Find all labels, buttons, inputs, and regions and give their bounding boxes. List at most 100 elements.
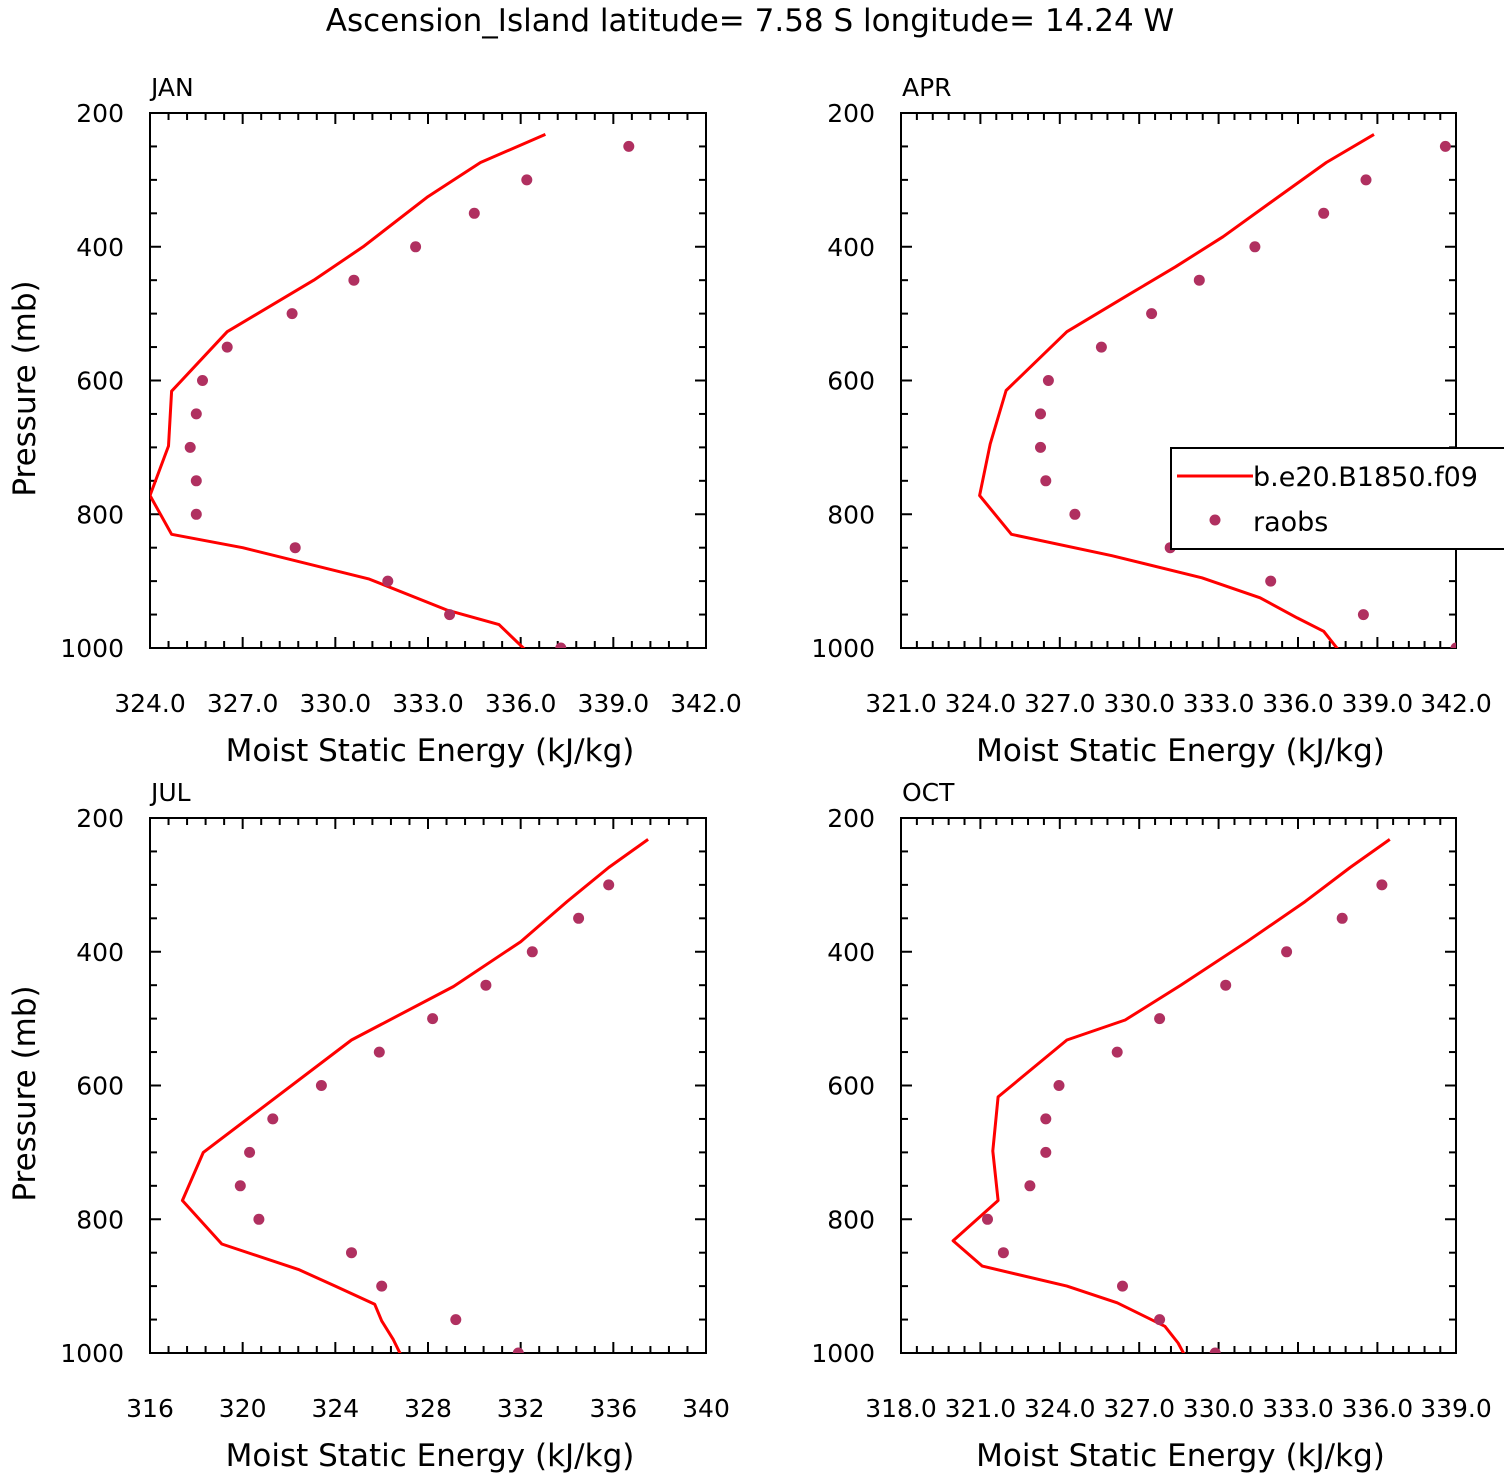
y-tick-label: 400 xyxy=(76,233,124,262)
panel-title: OCT xyxy=(902,778,955,807)
raobs-point xyxy=(1040,475,1052,487)
y-tick-label: 800 xyxy=(76,1205,124,1234)
y-tick-label: 800 xyxy=(827,1205,875,1234)
raobs-point xyxy=(410,241,422,253)
x-tick-label: 316 xyxy=(126,1394,174,1423)
y-axis-label: Pressure (mb) xyxy=(7,280,43,496)
plot-frame xyxy=(900,817,1457,1354)
raobs-point xyxy=(346,1247,357,1259)
x-tick-label: 332 xyxy=(497,1394,545,1423)
x-tick-label: 321.0 xyxy=(865,689,937,718)
raobs-point xyxy=(190,508,202,520)
raobs-point xyxy=(555,642,567,648)
plot-area xyxy=(978,133,1456,648)
raobs-point xyxy=(1360,174,1372,186)
y-axis-label: Pressure (mb) xyxy=(7,985,43,1201)
raobs-point xyxy=(603,879,615,891)
raobs-point xyxy=(1095,341,1107,353)
x-axis-label: Moist Static Energy (kJ/kg) xyxy=(976,1438,1385,1474)
x-tick-label: 324.0 xyxy=(945,689,1017,718)
raobs-point xyxy=(1265,575,1277,587)
y-tick-label: 200 xyxy=(76,804,124,833)
raobs-point xyxy=(1357,609,1369,621)
x-tick-label: 327.0 xyxy=(1103,1394,1175,1423)
x-tick-label: 342.0 xyxy=(670,689,742,718)
raobs-point xyxy=(1117,1280,1128,1292)
raobs-point xyxy=(1146,308,1158,320)
x-tick-label: 330.0 xyxy=(1183,1394,1255,1423)
plot-frame xyxy=(149,817,707,1354)
raobs-point xyxy=(450,1314,462,1326)
raobs-point xyxy=(1154,1314,1166,1326)
raobs-point xyxy=(315,1080,327,1091)
raobs-point xyxy=(267,1113,279,1125)
raobs-point xyxy=(1336,912,1348,924)
x-tick-label: 321.0 xyxy=(945,1394,1017,1423)
raobs-point xyxy=(382,575,394,587)
x-tick-label: 324.0 xyxy=(114,689,186,718)
x-tick-label: 320 xyxy=(219,1394,267,1423)
raobs-point xyxy=(289,542,301,554)
plot-area xyxy=(150,133,635,648)
raobs-point xyxy=(1450,642,1456,648)
raobs-point xyxy=(184,441,196,453)
x-axis-label: Moist Static Energy (kJ/kg) xyxy=(976,733,1385,769)
raobs-point xyxy=(1193,274,1205,286)
legend-obs-label: raobs xyxy=(1253,507,1328,538)
raobs-point xyxy=(376,1280,388,1292)
model-line xyxy=(951,838,1391,1353)
raobs-point xyxy=(1111,1046,1123,1058)
raobs-point xyxy=(1040,1146,1052,1158)
x-tick-label: 333.0 xyxy=(1183,689,1255,718)
x-axis-label: Moist Static Energy (kJ/kg) xyxy=(226,1438,635,1474)
x-tick-label: 318.0 xyxy=(865,1394,937,1423)
x-tick-label: 330.0 xyxy=(1103,689,1175,718)
x-tick-label: 336.0 xyxy=(485,689,557,718)
y-tick-label: 600 xyxy=(76,367,124,396)
raobs-point xyxy=(1053,1080,1065,1091)
y-tick-label: 400 xyxy=(827,233,875,262)
panel-title: APR xyxy=(902,73,952,102)
y-tick-label: 800 xyxy=(76,500,124,529)
plot-area xyxy=(951,838,1391,1353)
raobs-point xyxy=(1376,879,1388,891)
plot-frame xyxy=(900,112,1457,649)
raobs-point xyxy=(1035,441,1046,453)
panel-jan: JAN 200 400 600 800 1000 324.0 327.0 330.0 333.0 3… xyxy=(7,73,742,769)
raobs-point xyxy=(1035,408,1046,420)
raobs-point xyxy=(348,274,360,286)
raobs-point xyxy=(286,308,298,320)
x-tick-label: 327.0 xyxy=(207,689,279,718)
raobs-point xyxy=(512,1347,524,1353)
x-tick-label: 328 xyxy=(404,1394,452,1423)
plot-frame xyxy=(149,112,707,649)
raobs-point xyxy=(221,341,233,353)
raobs-point xyxy=(190,408,202,420)
raobs-point xyxy=(1249,241,1261,253)
y-tick-label: 600 xyxy=(827,1072,875,1101)
raobs-point xyxy=(1209,1347,1221,1353)
y-tick-label: 1000 xyxy=(60,634,124,663)
raobs-point xyxy=(234,1180,246,1192)
raobs-point xyxy=(1040,1113,1052,1125)
raobs-point xyxy=(997,1247,1009,1259)
panel-oct: OCT 200 400 600 800 1000 318.0 321.0 324.0 327.0 3… xyxy=(811,778,1491,1474)
x-tick-label: 333.0 xyxy=(392,689,464,718)
raobs-point xyxy=(1220,979,1232,991)
figure-title: Ascension_Island latitude= 7.58 S longit… xyxy=(326,3,1174,39)
model-line xyxy=(978,133,1375,648)
model-line xyxy=(150,133,546,648)
x-tick-label: 339.0 xyxy=(1342,689,1414,718)
x-tick-label: 336.0 xyxy=(1262,689,1334,718)
x-tick-label: 333.0 xyxy=(1262,1394,1334,1423)
y-tick-label: 1000 xyxy=(60,1339,124,1368)
raobs-point xyxy=(1024,1180,1036,1192)
x-axis-label: Moist Static Energy (kJ/kg) xyxy=(226,733,635,769)
raobs-point xyxy=(1154,1013,1166,1025)
raobs-point xyxy=(427,1013,439,1025)
y-tick-label: 1000 xyxy=(811,634,875,663)
x-tick-label: 339.0 xyxy=(578,689,650,718)
legend: b.e20.B1850.f09 raobs xyxy=(1170,447,1504,550)
y-tick-label: 200 xyxy=(827,804,875,833)
